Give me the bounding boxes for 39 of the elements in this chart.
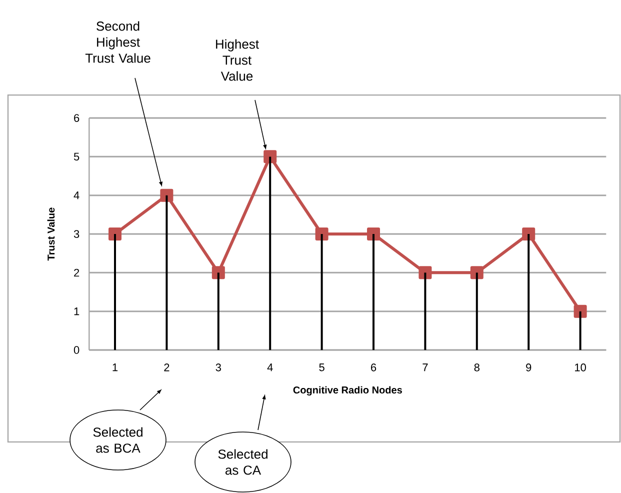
point: [160, 188, 174, 202]
y-tick-label: 1: [74, 308, 80, 316]
y-tick-label: 6: [74, 114, 80, 122]
y-axis-title: Trust Value: [47, 208, 55, 261]
bar: [166, 195, 168, 350]
point: [264, 150, 277, 164]
bar: [320, 234, 323, 350]
bar: [217, 272, 220, 350]
y-tick-label: 4: [74, 192, 80, 200]
bar: [372, 234, 375, 350]
text: Second Highest Trust Value: [85, 21, 150, 63]
bar: [269, 156, 272, 350]
bar: [476, 272, 478, 350]
x-tick-label: 4: [267, 364, 273, 372]
point: [574, 304, 587, 318]
x-tick-label: 3: [216, 364, 221, 372]
x-tick-label: 10: [575, 364, 586, 372]
y-tick-label: 0: [74, 346, 80, 354]
point: [418, 266, 432, 280]
y-tick-label: 2: [74, 268, 80, 277]
y-tick-label: 3: [74, 230, 80, 238]
y-tick-label: 5: [74, 152, 80, 161]
x-axis-title: Cognitive Radio Nodes: [293, 386, 402, 396]
text: Selected as CA: [218, 449, 268, 475]
x-tick-label: 1: [112, 364, 118, 372]
x-tick-label: 2: [164, 364, 170, 372]
point: [108, 228, 122, 240]
bar: [114, 234, 116, 350]
bar: [528, 234, 530, 350]
x-tick-label: 8: [474, 364, 480, 372]
x-tick-label: 9: [526, 364, 532, 372]
x-tick-label: 7: [422, 364, 428, 372]
x-tick-label: 6: [371, 364, 376, 372]
x-tick-label: 5: [319, 364, 324, 372]
bar: [579, 311, 582, 350]
bar: [424, 272, 426, 350]
text: Highest Trust Value: [216, 39, 259, 81]
text: Selected as BCA: [93, 427, 142, 453]
point: [315, 228, 328, 240]
